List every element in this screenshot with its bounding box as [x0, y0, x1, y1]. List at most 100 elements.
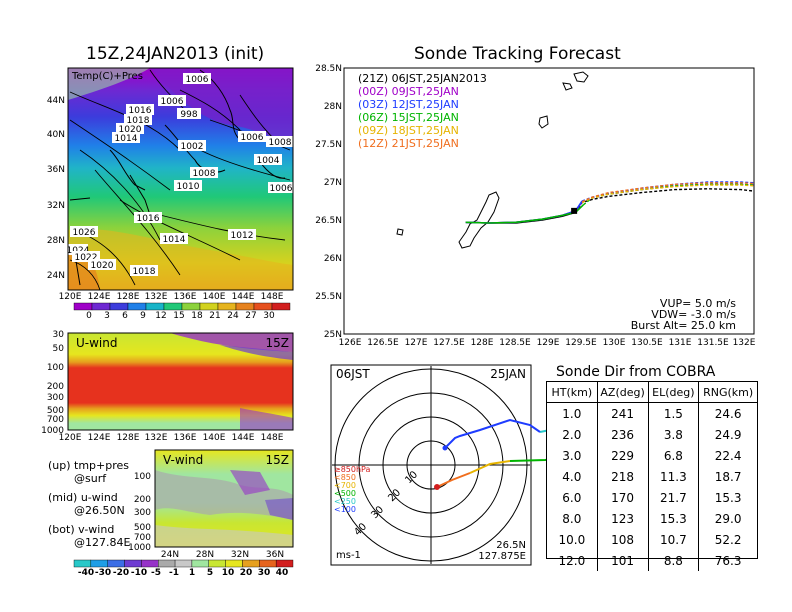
- lat-tick: 28N: [47, 236, 65, 246]
- pressure-label: 1014: [115, 134, 138, 144]
- pressure-label: 1020: [119, 125, 142, 135]
- colorbar-label: 40: [276, 568, 289, 578]
- pressure-label: 1006: [186, 75, 209, 85]
- lon-tick: 127E: [405, 338, 428, 348]
- cell-el: 3.8: [647, 424, 699, 445]
- note-line: (bot) v-wind: [48, 523, 115, 536]
- colorbar-label: 12: [155, 311, 166, 321]
- cell-el: 1.5: [647, 402, 699, 424]
- param-line: Burst Alt= 25.0 km: [631, 319, 736, 332]
- colorbar-label: 1: [189, 568, 195, 578]
- left-title: 15Z,24JAN2013 (init): [86, 44, 265, 64]
- x-tick: 24N: [161, 550, 179, 560]
- pressure-label: 1002: [181, 142, 204, 152]
- cell-el: 15.3: [647, 508, 699, 529]
- pressure-label: 1008: [193, 169, 216, 179]
- table-row: 3.0 229 6.8 22.4: [547, 445, 757, 466]
- x-tick: 32N: [231, 550, 249, 560]
- lon-tick: 144E: [232, 292, 255, 302]
- lat-tick: 44N: [47, 96, 65, 106]
- note-line: (up) tmp+pres: [48, 459, 130, 472]
- cell-rng: 29.0: [698, 508, 757, 529]
- pressure-label: 1026: [73, 228, 96, 238]
- lon-tick: 126E: [339, 338, 362, 348]
- level-legend: ≥850hPa <850 <700 <500 <250 <100: [334, 465, 371, 514]
- colorbar-label: 3: [104, 311, 110, 321]
- lon-tick: 128E: [471, 338, 494, 348]
- column-header: HT(km): [547, 382, 598, 403]
- cell-el: 10.7: [647, 529, 699, 550]
- y-tick: 700: [47, 415, 64, 425]
- colorbar-label: 6: [122, 311, 128, 321]
- table-row: 1.0 241 1.5 24.6: [547, 402, 757, 424]
- cell-el: 21.7: [647, 487, 699, 508]
- table-row: 4.0 218 11.3 18.7: [547, 466, 757, 487]
- polar-date-label: 25JAN: [490, 367, 526, 381]
- cell-rng: 15.3: [698, 487, 757, 508]
- colorbar-label: -10: [131, 568, 147, 578]
- y-tick: 500: [47, 406, 64, 416]
- y-tick: 1000: [41, 426, 64, 436]
- pressure-label: 1016: [137, 214, 160, 224]
- cell-az: 218: [596, 466, 648, 487]
- polar-unit-label: ms-1: [336, 550, 361, 561]
- table-row: 6.0 170 21.7 15.3: [547, 487, 757, 508]
- column-header: RNG(km): [698, 382, 757, 403]
- cell-az: 241: [596, 402, 648, 424]
- y-tick: 100: [134, 472, 151, 482]
- colorbar-label: -20: [113, 568, 129, 578]
- colorbar-label: 10: [222, 568, 235, 578]
- lat-tick: 27N: [324, 178, 342, 188]
- lat-tick: 28N: [324, 102, 342, 112]
- level-legend-entry: <500: [334, 489, 356, 498]
- note-surface: (up) tmp+pres @surf: [48, 459, 129, 485]
- pressure-label: 1014: [163, 235, 186, 245]
- x-tick: 140E: [203, 433, 226, 443]
- column-header: AZ(deg): [596, 382, 648, 403]
- pressure-label: 1022: [75, 253, 98, 263]
- lat-tick: 24N: [47, 271, 65, 281]
- colorbar-label: 9: [140, 311, 146, 321]
- y-tick: 300: [134, 508, 151, 518]
- lat-tick: 36N: [47, 165, 65, 175]
- lon-tick: 132E: [733, 338, 756, 348]
- pressure-label: 1018: [127, 116, 150, 126]
- colorbar-label: 21: [209, 311, 220, 321]
- table-row: 12.0 101 8.8 76.3: [547, 550, 757, 571]
- lon-tick: 124E: [88, 292, 111, 302]
- cell-ht: 10.0: [558, 532, 586, 547]
- pressure-label: 1006: [241, 133, 264, 143]
- lon-tick: 136E: [174, 292, 197, 302]
- y-tick: 30: [53, 330, 65, 340]
- hodograph-segment-above-100: [444, 418, 541, 449]
- vwind-label: V-wind: [163, 453, 203, 467]
- map-label: Temp(C)+Pres: [71, 71, 143, 82]
- lon-tick: 126.5E: [367, 338, 399, 348]
- lon-tick: 128E: [117, 292, 140, 302]
- tracking-title: Sonde Tracking Forecast: [414, 44, 621, 64]
- lon-tick: 140E: [203, 292, 226, 302]
- lon-tick: 129.5E: [565, 338, 597, 348]
- polar-time-label: 06JST: [336, 367, 370, 381]
- cell-rng: 18.7: [698, 466, 757, 487]
- lat-tick: 25.5N: [315, 292, 342, 302]
- direction-table: HT(km) AZ(deg) EL(deg) RNG(km) 1.0 241 1.5…: [547, 382, 757, 571]
- track-line-descent: [581, 181, 755, 202]
- cell-ht: 1.0: [562, 406, 582, 421]
- track-series: [465, 181, 755, 224]
- y-tick: 100: [47, 363, 64, 373]
- table-row: 8.0 123 15.3 29.0: [547, 508, 757, 529]
- coastlines: [396, 71, 589, 249]
- cell-rng: 24.9: [698, 424, 757, 445]
- note-line: @26.50N: [74, 504, 125, 517]
- pressure-label: 1006: [161, 97, 184, 107]
- colorbar-label: -1: [169, 568, 179, 578]
- lon-tick: 130.5E: [631, 338, 663, 348]
- polar-rings: [332, 366, 530, 564]
- lon-tick: 127.5E: [433, 338, 465, 348]
- track-line-descent: [581, 184, 755, 204]
- cell-el: 11.3: [647, 466, 699, 487]
- uwind-y-axis: 30 50 100 200 300 500 700 1000: [41, 330, 64, 436]
- x-tick: 148E: [261, 433, 284, 443]
